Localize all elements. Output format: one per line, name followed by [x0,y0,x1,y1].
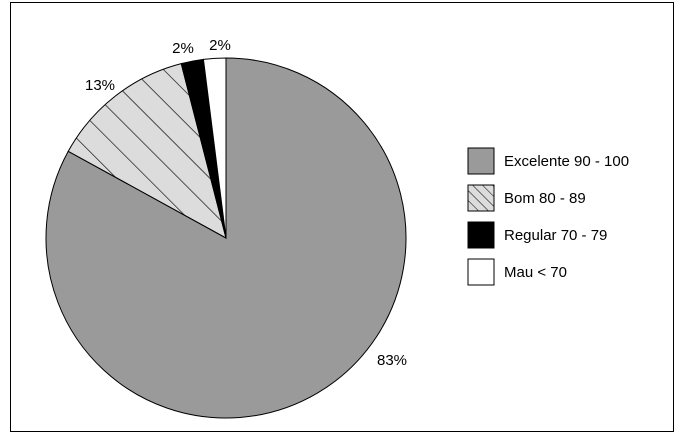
slice-value-label: 83% [377,352,407,369]
legend-label-4: Mau < 70 [504,264,567,281]
legend: Excelente 90 - 100 Bom 80 - 89 Regular 70 … [467,147,629,286]
pie-slices [45,57,407,419]
legend-swatch-1 [467,147,495,175]
legend-label-3: Regular 70 - 79 [504,227,607,244]
pie-slice-1 [45,57,407,419]
slice-value-label: 2% [172,40,194,57]
legend-label-2: Bom 80 - 89 [504,190,586,207]
slice-value-label: 13% [85,77,115,94]
slice-value-label: 2% [209,37,231,54]
legend-swatch-2 [467,184,495,212]
pie-labels: 83% 13% 2% 2% [85,37,407,369]
legend-label-1: Excelente 90 - 100 [504,153,629,170]
legend-swatch-4 [467,258,495,286]
legend-swatch-3 [467,221,495,249]
pie-slice-4 [202,57,227,239]
pie-slice-2 [67,63,227,239]
